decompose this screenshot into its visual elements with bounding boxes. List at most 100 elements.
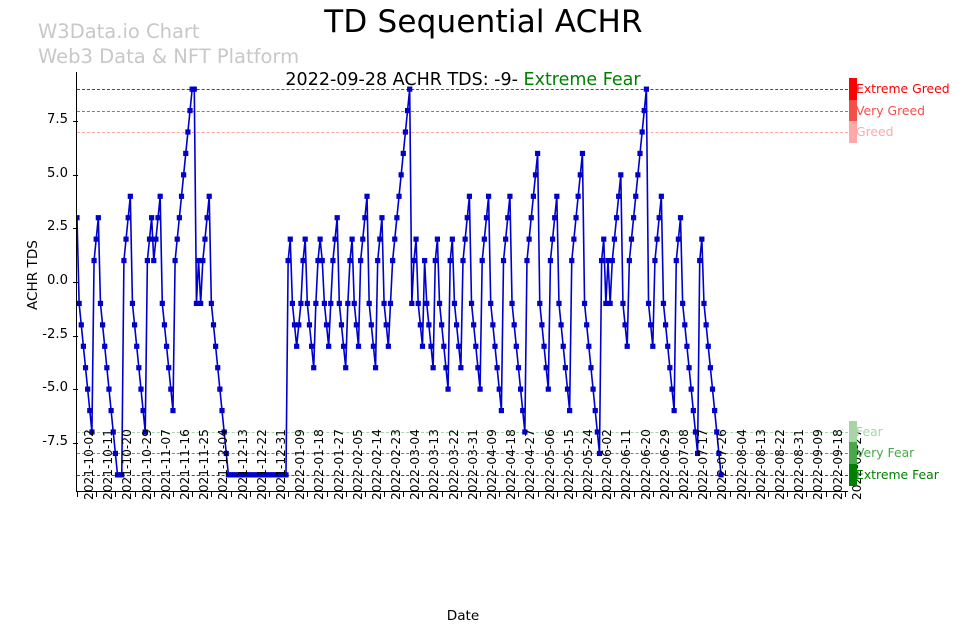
x-tick-mark [345,492,347,497]
x-tick-mark [537,492,539,497]
x-tick-mark [729,492,731,497]
x-tick-mark [633,492,635,497]
x-tick-mark [691,492,693,497]
y-tick-label: -5.0 [42,380,68,396]
x-tick-mark [576,492,578,497]
x-tick-label: 2022-03-31 [465,429,480,500]
x-tick-mark [230,492,232,497]
threshold-line-very-greed [77,110,848,112]
x-tick-mark [748,492,750,497]
x-tick-label: 2021-10-02 [82,429,96,500]
y-tick-label: -2.5 [42,326,68,342]
x-tick-mark [403,492,405,497]
threshold-line-fear [77,432,848,433]
x-tick-label: 2021-10-20 [120,429,135,500]
tds-line [77,88,722,476]
x-tick-mark [441,492,443,497]
y-tick-mark [73,442,78,444]
x-tick-label: 2022-04-09 [485,429,500,500]
x-tick-mark [787,492,789,497]
y-tick-mark [73,335,78,337]
y-tick-label: 7.5 [47,112,68,128]
x-tick-mark [710,492,712,497]
x-tick-mark [77,492,78,497]
x-tick-label: 2021-12-22 [254,429,269,500]
chart-plot-area[interactable]: 2022-09-28 ACHR TDS: -9- Extreme Fear AC… [25,70,864,624]
x-tick-label: 2022-06-02 [600,429,615,500]
y-tick-mark [73,121,78,123]
x-tick-label: 2022-02-14 [369,429,384,500]
x-tick-mark [806,492,808,497]
x-tick-mark [172,492,174,497]
x-tick-label: 2022-08-31 [792,429,807,500]
x-tick-mark [384,492,386,497]
x-tick-mark [614,492,616,497]
x-tick-mark [844,492,846,497]
y-tick-mark [73,389,78,391]
x-tick-label: 2022-04-18 [504,429,519,500]
x-tick-label: 2022-02-23 [389,429,404,500]
x-tick-mark [364,492,366,497]
x-tick-label: 2021-12-31 [273,429,288,500]
x-tick-label: 2021-12-13 [235,429,250,500]
chart-canvas [77,72,848,491]
x-tick-mark [460,492,462,497]
threshold-label-very-greed: Very Greed [856,102,926,118]
threshold-label-fear: Fear [856,424,883,439]
x-tick-label: 2022-05-24 [581,429,596,500]
x-tick-mark [153,492,155,497]
x-tick-label: 2022-01-09 [293,429,308,500]
x-tick-label: 2022-09-09 [811,429,826,500]
threshold-line-greed [77,132,848,133]
x-tick-mark [211,492,213,497]
x-tick-label: 2022-03-22 [446,429,461,500]
x-tick-mark [518,492,520,497]
x-tick-label: 2022-05-06 [542,429,557,500]
threshold-swatch-fear [849,421,857,443]
x-tick-label: 2021-11-07 [158,429,173,500]
x-tick-mark [192,492,194,497]
x-tick-label: 2022-08-04 [734,429,749,500]
threshold-swatch-extreme-greed [849,78,857,101]
x-tick-mark [652,492,654,497]
x-tick-label: 2021-10-11 [101,429,116,500]
tds-series [77,86,724,478]
x-tick-label: 2021-11-25 [197,429,212,500]
x-axis-label: Date [446,608,480,624]
x-tick-label: 2022-09-18 [830,429,845,500]
x-tick-label: 2022-05-15 [561,429,576,500]
x-tick-mark [115,492,117,497]
threshold-label-greed: Greed [856,124,894,139]
threshold-label-very-fear: Very Fear [856,445,915,461]
threshold-line-extreme-greed [77,89,848,91]
x-tick-label: 2022-07-17 [696,429,711,500]
x-tick-mark [134,492,136,497]
threshold-label-extreme-fear: Extreme Fear [856,466,939,482]
x-tick-mark [499,492,501,497]
y-tick-label: -7.5 [42,433,68,449]
y-tick-label: 2.5 [47,219,68,235]
x-tick-mark [249,492,251,497]
x-tick-label: 2022-01-27 [331,429,346,500]
x-tick-label: 2022-03-04 [408,429,423,500]
x-tick-label: 2022-08-22 [772,429,787,500]
x-tick-label: 2022-07-08 [676,429,691,500]
y-tick-mark [73,228,78,230]
threshold-swatch-extreme-fear [849,463,857,486]
threshold-swatch-very-fear [849,442,857,465]
x-tick-mark [268,492,270,497]
x-tick-label: 2022-06-11 [619,429,634,500]
x-tick-label: 2022-06-20 [638,429,653,500]
y-tick-mark [73,174,78,176]
x-tick-label: 2021-12-04 [216,429,231,500]
y-tick-mark [73,282,78,283]
x-tick-mark [556,492,558,497]
x-tick-label: 2022-04-27 [523,429,538,500]
x-tick-label: 2022-01-18 [312,429,327,500]
y-tick-label: 0.0 [47,273,68,288]
x-tick-mark [96,492,98,497]
x-tick-mark [595,492,597,497]
x-tick-label: 2022-06-29 [657,429,672,500]
x-tick-mark [326,492,328,497]
tds-markers [77,86,724,478]
